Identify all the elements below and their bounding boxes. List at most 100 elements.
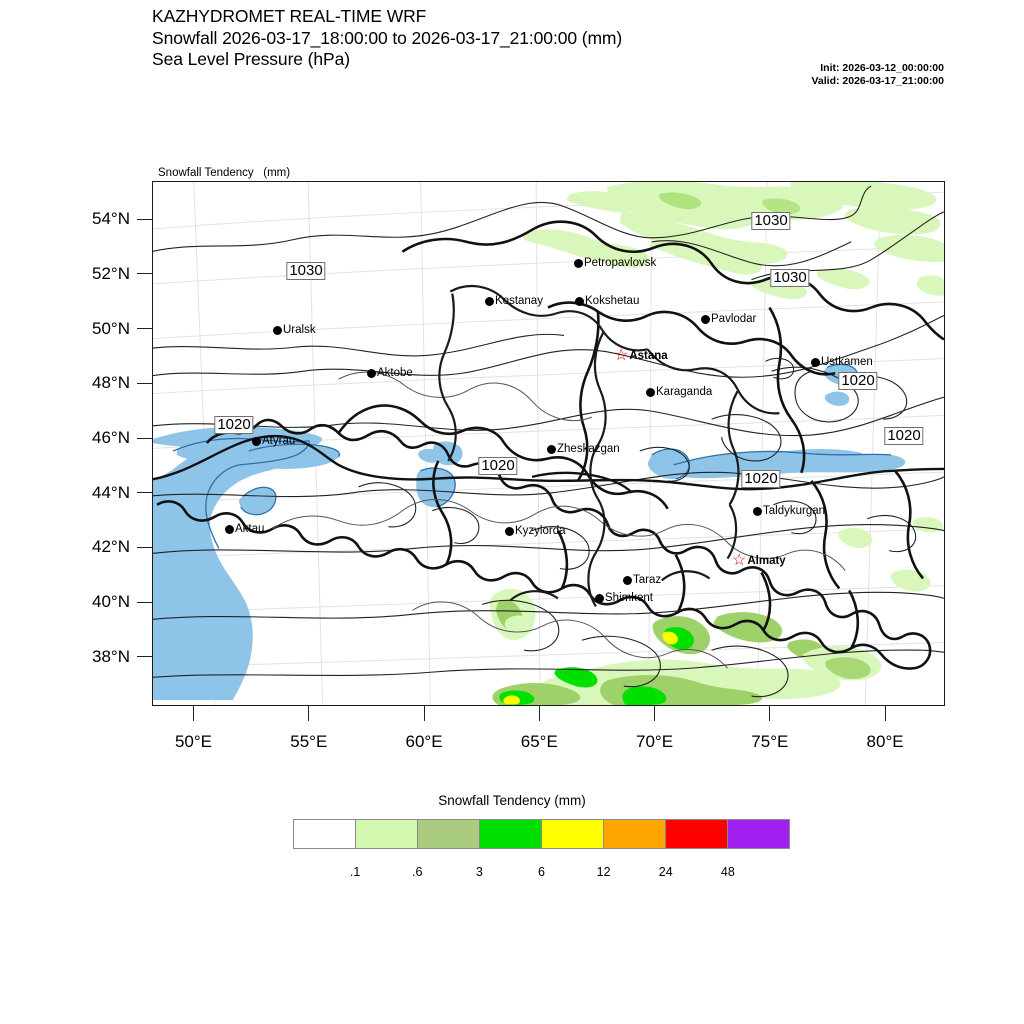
colorbar-tick-24: 24 <box>658 865 673 879</box>
city-name-label: Kostanay <box>495 295 543 307</box>
city-name-label: Astana <box>629 350 668 362</box>
lon-tick-label: 75°E <box>751 732 789 751</box>
city-marker-atyrau: Atyrau <box>252 435 295 447</box>
city-dot-icon <box>273 325 282 335</box>
capital-star-icon: ☆ <box>614 347 629 364</box>
lon-tick-mark <box>884 706 886 721</box>
isobar-label-1020-4: 1020 <box>478 457 518 475</box>
colorbar-ticks: .1 .6 3 6 12 24 48 <box>293 865 790 881</box>
lon-tick-label: 80°E <box>866 732 904 751</box>
city-name-label: Almaty <box>747 555 786 567</box>
city-name-label: Kokshetau <box>585 295 640 307</box>
isobars <box>153 185 944 698</box>
city-name-label: Uralsk <box>283 324 316 336</box>
city-name-label: Zheskazgan <box>557 443 620 455</box>
colorbar-tick-.1: .1 <box>349 865 361 879</box>
colorbar-title: Snowfall Tendency (mm) <box>438 793 586 808</box>
field-caption-snowfall: Snowfall Tendency (mm) <box>158 167 291 179</box>
lon-tick-mark <box>538 706 540 721</box>
city-dot-icon <box>505 526 514 536</box>
city-name-label: Kyzylorda <box>515 525 566 537</box>
snowfall-shading-east <box>838 517 944 592</box>
colorbar-tick-48: 48 <box>720 865 735 879</box>
isobar-label-1030-1: 1030 <box>751 212 791 230</box>
country-borders <box>156 220 944 670</box>
city-dot-icon <box>547 444 556 454</box>
city-name-label: Karaganda <box>656 386 713 398</box>
lat-tick-label: 48°N <box>92 373 130 393</box>
title-line-model: KAZHYDROMET REAL-TIME WRF <box>152 6 427 26</box>
city-dot-icon <box>646 387 655 397</box>
city-marker-kokshetau: Kokshetau <box>575 295 639 307</box>
lon-tick-mark <box>423 706 425 721</box>
city-dot-icon <box>575 296 584 306</box>
city-name-label: Pavlodar <box>711 313 757 325</box>
city-marker-petropavlovsk: Petropavlovsk <box>574 257 656 269</box>
lat-tick-mark <box>137 437 152 439</box>
lat-tick-label: 44°N <box>92 482 130 502</box>
isobar-label-1020-5: 1020 <box>838 372 878 390</box>
lat-tick-label: 52°N <box>92 263 130 283</box>
lat-tick-mark <box>137 382 152 384</box>
lon-tick-label: 60°E <box>405 732 443 751</box>
lat-tick-label: 54°N <box>92 209 130 229</box>
city-dot-icon <box>252 436 261 446</box>
lat-tick-mark <box>137 328 152 330</box>
lon-tick-label: 65°E <box>520 732 558 751</box>
city-name-label: Atyrau <box>262 435 296 447</box>
city-marker-kostanay: Kostanay <box>485 295 543 307</box>
lon-tick-mark <box>308 706 310 721</box>
colorbar-swatch-0 <box>294 820 355 848</box>
lat-tick-mark <box>137 273 152 275</box>
map-canvas <box>153 182 944 705</box>
city-marker-shimkent: Shimkent <box>595 592 653 604</box>
lon-tick-mark <box>654 706 656 721</box>
snowfall-shading-south <box>489 588 881 705</box>
city-name-label: Taraz <box>633 574 662 586</box>
colorbar-tick-3: 3 <box>475 865 483 879</box>
lon-tick-label: 55°E <box>290 732 328 751</box>
city-dot-icon <box>574 258 583 268</box>
colorbar-tick-6: 6 <box>538 865 545 879</box>
lat-tick-mark <box>137 492 152 494</box>
lat-tick-label: 42°N <box>92 537 130 557</box>
city-marker-karaganda: Karaganda <box>646 386 712 398</box>
title-line-pressure: Sea Level Pressure (hPa) <box>152 49 350 69</box>
isobar-label-1030-0: 1030 <box>286 262 326 280</box>
valid-time: Valid: 2026-03-17_21:00:00 <box>811 75 944 87</box>
city-name-label: Taldykurgan <box>763 505 826 517</box>
city-name-label: Aktau <box>235 523 265 535</box>
city-marker-aktau: Aktau <box>225 523 264 535</box>
city-dot-icon <box>225 524 234 534</box>
city-marker-astana: ☆ Astana <box>614 347 668 364</box>
colorbar-swatch-5 <box>603 820 665 848</box>
city-marker-pavlodar: Pavlodar <box>701 313 756 325</box>
capital-star-icon: ☆ <box>732 552 747 569</box>
lat-tick-label: 46°N <box>92 428 130 448</box>
isobar-label-1020-6: 1020 <box>884 427 924 445</box>
colorbar-swatch-3 <box>479 820 541 848</box>
city-marker-ustkamen: Ustkamen <box>811 356 873 368</box>
lat-tick-label: 50°N <box>92 318 130 338</box>
init-time: Init: 2026-03-12_00:00:00 <box>820 62 944 74</box>
colorbar-tick-.6: .6 <box>412 865 423 879</box>
colorbar-tick-12: 12 <box>596 865 611 879</box>
city-marker-taldykurgan: Taldykurgan <box>753 505 825 517</box>
lat-tick-mark <box>137 546 152 548</box>
city-marker-aktobe: Aktobe <box>367 367 413 379</box>
city-dot-icon <box>753 506 762 516</box>
lon-tick-mark <box>192 706 194 721</box>
lat-tick-label: 38°N <box>92 646 130 666</box>
city-dot-icon <box>811 357 820 367</box>
colorbar-swatch-7 <box>727 820 789 848</box>
colorbar-swatch-2 <box>417 820 479 848</box>
colorbar-swatch-6 <box>665 820 727 848</box>
lon-tick-label: 50°E <box>174 732 213 751</box>
colorbar <box>293 819 790 849</box>
title-line-field: Snowfall 2026-03-17_18:00:00 to 2026-03-… <box>152 27 623 48</box>
city-marker-uralsk: Uralsk <box>273 324 316 336</box>
lat-tick-label: 40°N <box>92 592 130 612</box>
city-marker-kyzylorda: Kyzylorda <box>505 525 566 537</box>
colorbar-swatch-1 <box>355 820 417 848</box>
city-name-label: Petropavlovsk <box>584 257 657 269</box>
